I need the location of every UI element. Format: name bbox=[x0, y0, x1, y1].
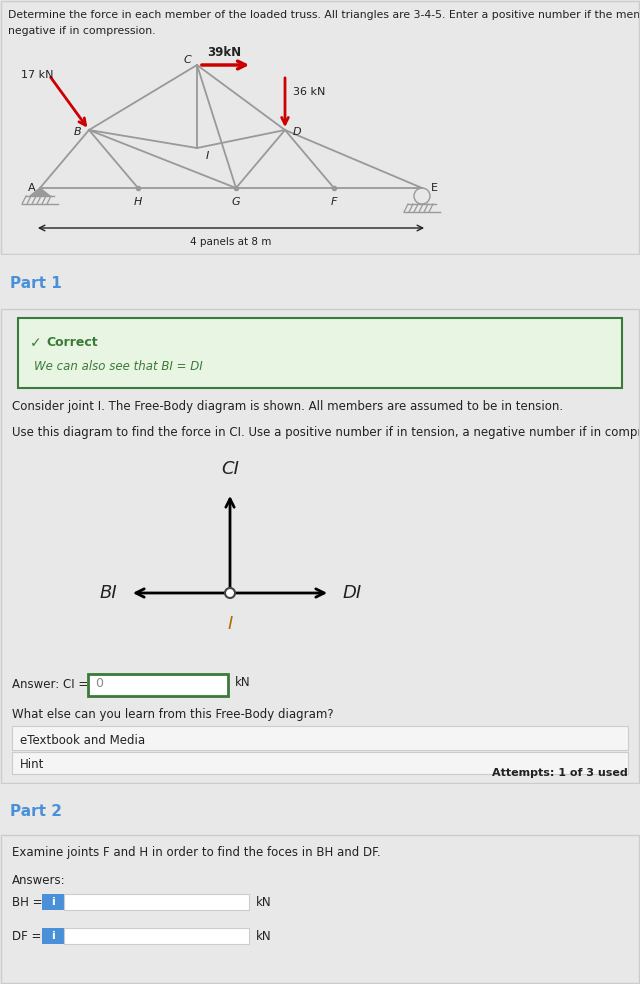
Text: Part 1: Part 1 bbox=[10, 277, 61, 291]
Text: C: C bbox=[183, 55, 191, 65]
Text: 39kN: 39kN bbox=[207, 46, 241, 59]
Text: 0: 0 bbox=[95, 677, 103, 690]
Bar bbox=[12, 752, 628, 774]
Text: We can also see that BI = DI: We can also see that BI = DI bbox=[34, 360, 203, 373]
Text: Answers:: Answers: bbox=[12, 874, 66, 887]
Text: Attempts: 1 of 3 used: Attempts: 1 of 3 used bbox=[492, 768, 628, 778]
Text: Use this diagram to find the force in CI. Use a positive number if in tension, a: Use this diagram to find the force in CI… bbox=[12, 426, 640, 439]
Text: Answer: CI =: Answer: CI = bbox=[12, 678, 88, 691]
Bar bbox=[64, 894, 249, 910]
Text: eTextbook and Media: eTextbook and Media bbox=[20, 733, 145, 747]
Bar bbox=[42, 928, 64, 944]
Text: i: i bbox=[51, 931, 55, 941]
Text: D: D bbox=[292, 127, 301, 137]
Text: E: E bbox=[431, 183, 438, 193]
Text: Part 2: Part 2 bbox=[10, 804, 61, 819]
Text: Hint: Hint bbox=[20, 758, 44, 770]
Text: Consider joint I. The Free-Body diagram is shown. All members are assumed to be : Consider joint I. The Free-Body diagram … bbox=[12, 400, 563, 413]
Text: BI: BI bbox=[99, 584, 117, 602]
Text: i: i bbox=[51, 897, 55, 907]
Text: Examine joints F and H in order to find the foces in BH and DF.: Examine joints F and H in order to find … bbox=[12, 846, 381, 859]
Bar bbox=[88, 674, 228, 696]
Text: I: I bbox=[205, 151, 209, 161]
Polygon shape bbox=[30, 188, 50, 196]
Text: F: F bbox=[331, 197, 337, 207]
Bar bbox=[42, 894, 64, 910]
Text: kN: kN bbox=[256, 930, 271, 943]
Text: What else can you learn from this Free-Body diagram?: What else can you learn from this Free-B… bbox=[12, 708, 333, 721]
Text: I: I bbox=[227, 615, 232, 633]
Text: 4 panels at 8 m: 4 panels at 8 m bbox=[190, 237, 272, 247]
Bar bbox=[18, 318, 622, 388]
Text: G: G bbox=[232, 197, 240, 207]
Bar bbox=[64, 928, 249, 944]
Text: kN: kN bbox=[256, 895, 271, 908]
Text: ✓: ✓ bbox=[30, 336, 42, 350]
Text: kN: kN bbox=[235, 675, 251, 689]
Text: B: B bbox=[74, 127, 82, 137]
Text: BH =: BH = bbox=[12, 895, 42, 908]
Bar bbox=[12, 726, 628, 750]
Text: 36 kN: 36 kN bbox=[293, 87, 325, 97]
Text: Determine the force in each member of the loaded truss. All triangles are 3-4-5.: Determine the force in each member of th… bbox=[8, 10, 640, 20]
Text: Correct: Correct bbox=[46, 336, 98, 349]
Text: A: A bbox=[28, 183, 36, 193]
Text: H: H bbox=[134, 197, 142, 207]
Text: CI: CI bbox=[221, 460, 239, 478]
Text: DI: DI bbox=[342, 584, 362, 602]
Text: negative if in compression.: negative if in compression. bbox=[8, 26, 156, 36]
Circle shape bbox=[225, 588, 235, 598]
Text: 17 kN: 17 kN bbox=[21, 70, 54, 80]
Text: DF =: DF = bbox=[12, 930, 42, 943]
